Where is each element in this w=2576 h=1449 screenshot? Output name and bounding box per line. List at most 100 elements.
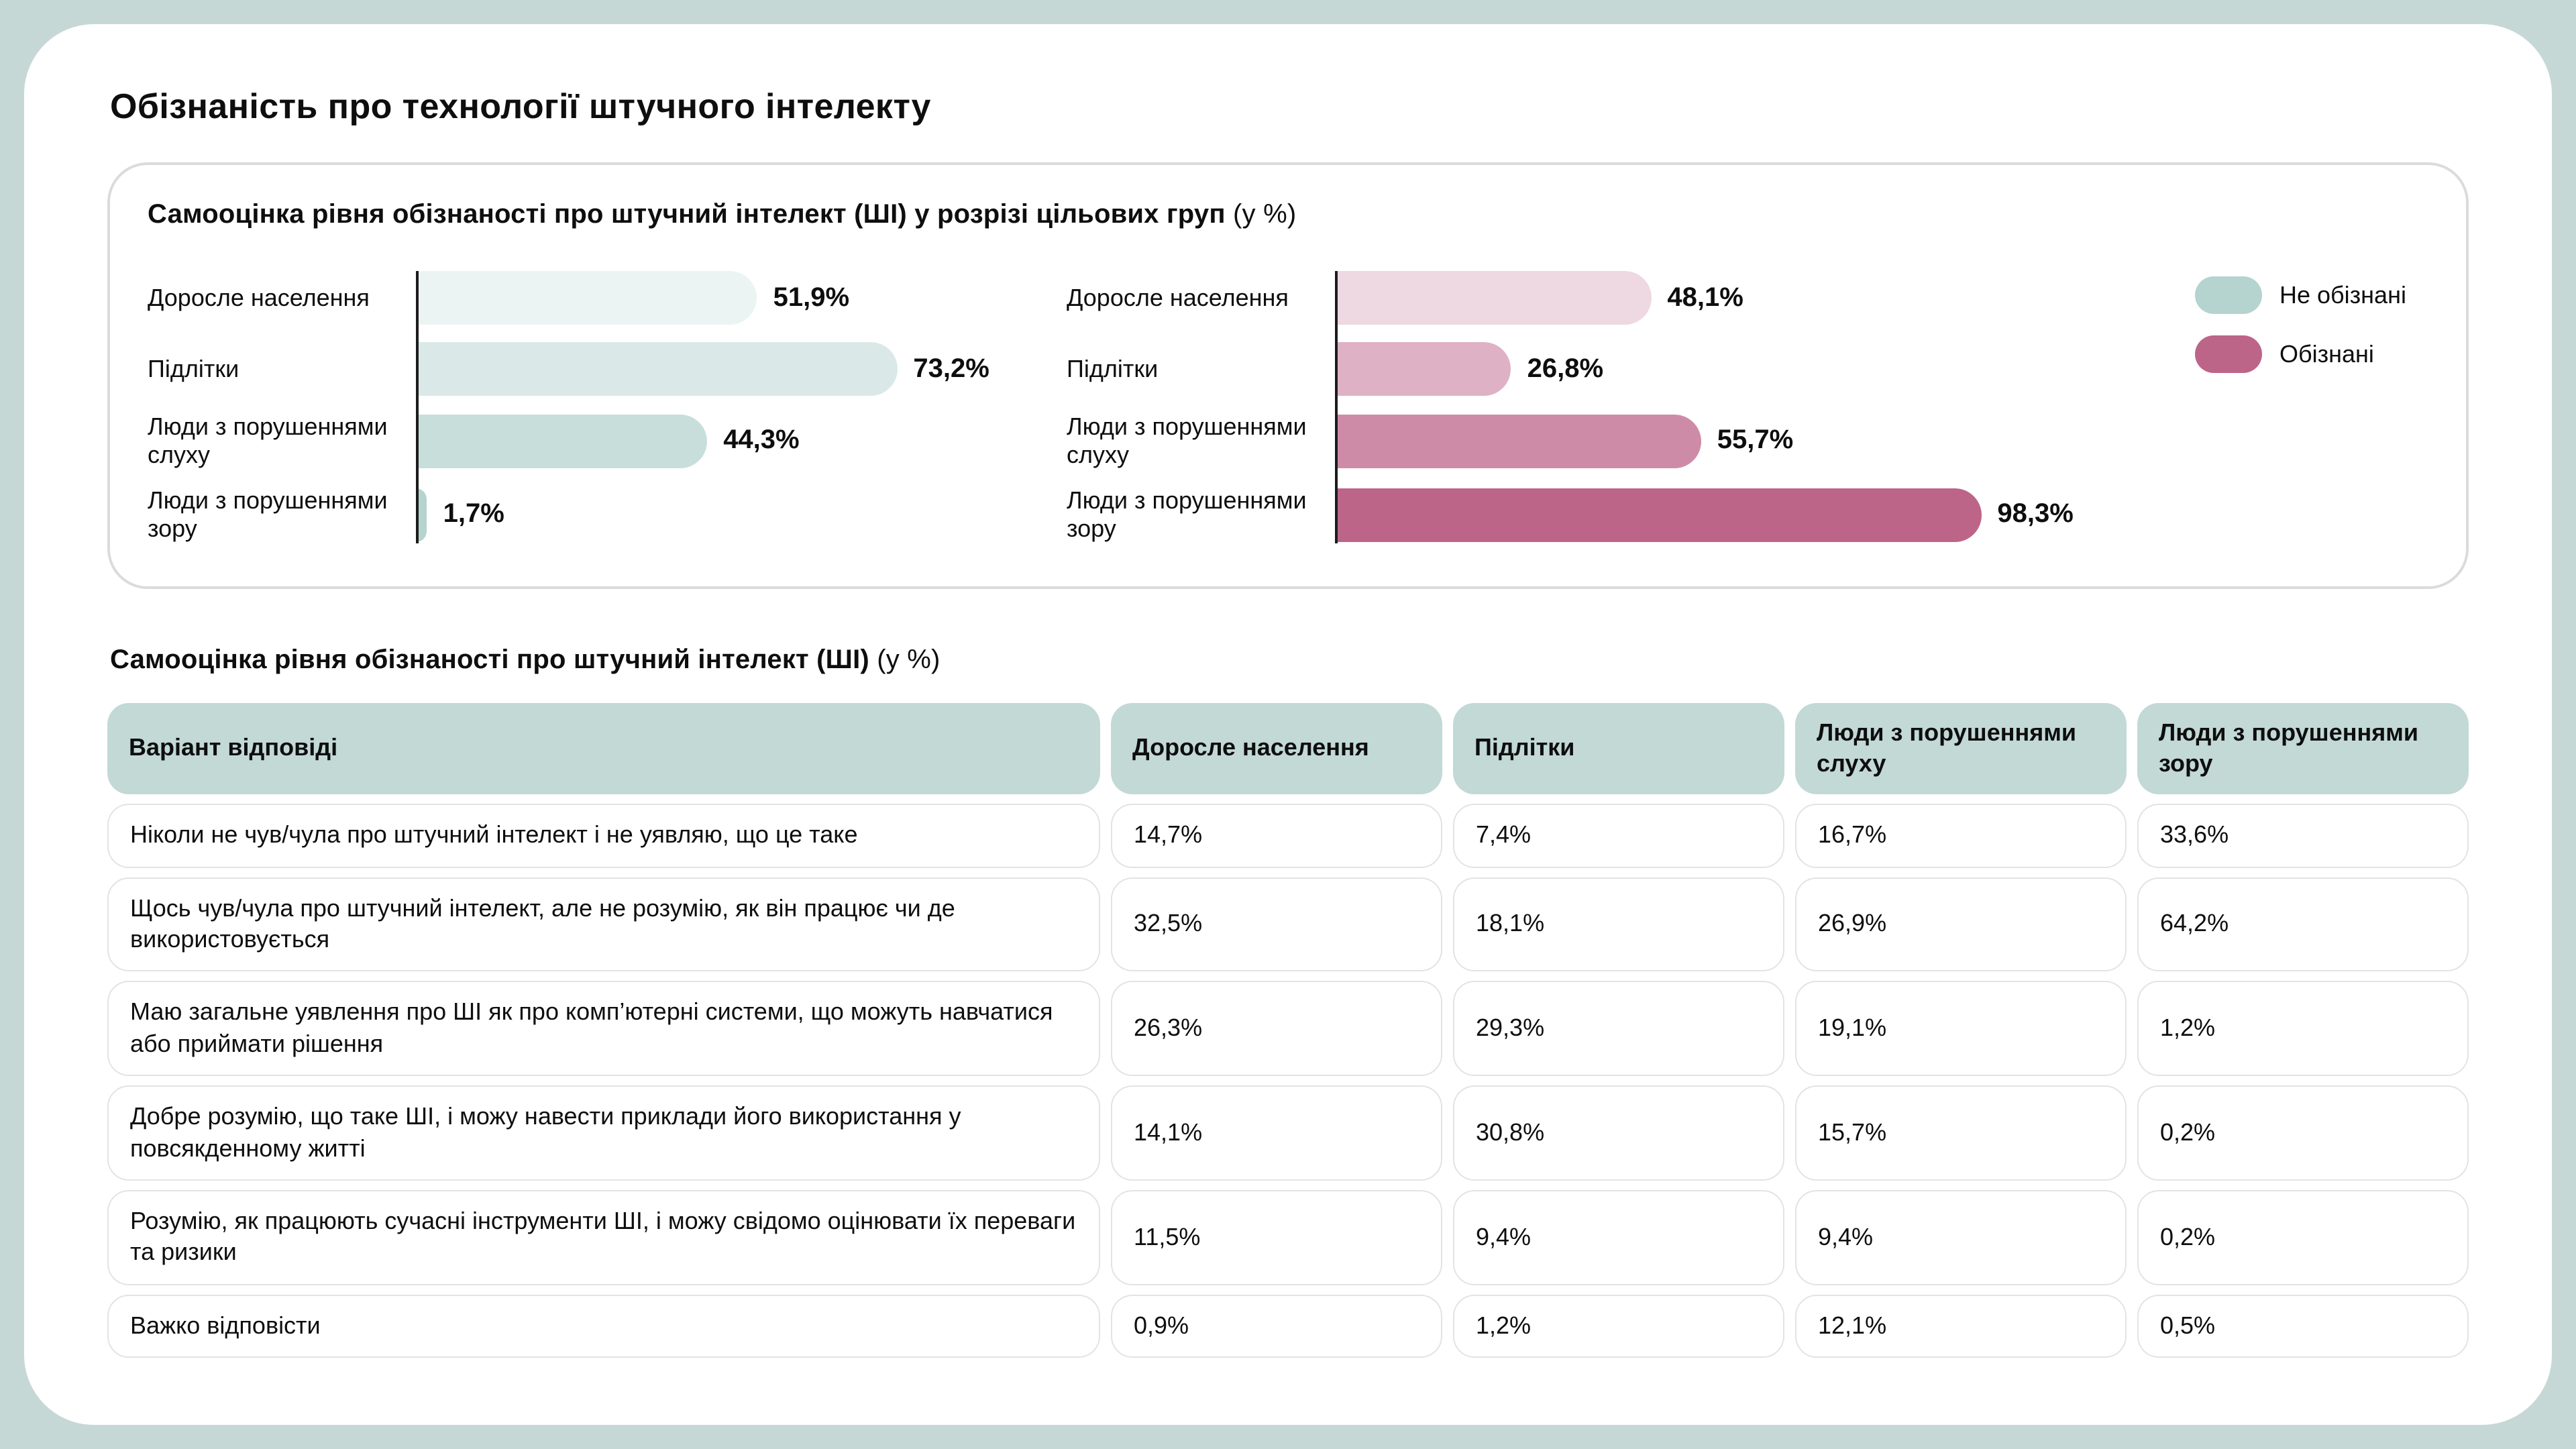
table-cell-value: 1,2% (1453, 1294, 1784, 1358)
table-cell-answer: Маю загальне уявлення про ШІ як про комп… (107, 981, 1100, 1077)
chart-row: Люди з порушеннями слуху 44,3% (148, 413, 1053, 470)
table-cell-value: 9,4% (1795, 1190, 2127, 1285)
table-cell-value: 32,5% (1111, 877, 1442, 972)
bar-Обізнані (1335, 488, 1982, 542)
chart-row: Люди з порушеннями слуху 55,7% (1067, 413, 2127, 470)
bar-track: 98,3% (1335, 488, 2127, 542)
chart-row: Люди з порушеннями зору 98,3% (1067, 487, 2127, 543)
category-label: Доросле населення (148, 284, 370, 311)
table-row: Щось чув/чула про штучний інтелект, але … (107, 877, 2469, 972)
chart-legend: Не обізнані Обізнані (2195, 271, 2426, 373)
bar-track: 1,7% (416, 488, 1053, 542)
legend-item: Не обізнані (2195, 276, 2426, 314)
table-title: Самооцінка рівня обізнаності про штучний… (110, 645, 2469, 676)
category-label: Підлітки (148, 355, 239, 382)
bar-track: 26,8% (1335, 342, 2127, 396)
bar-value-label: 51,9% (773, 282, 850, 312)
table-header-cell: Доросле населення (1111, 702, 1442, 795)
chart-axis-line (1335, 271, 1338, 543)
bar-Не обізнані (416, 271, 757, 325)
category-label: Люди з порушеннями слуху (148, 413, 388, 468)
bar-value-label: 1,7% (443, 499, 504, 529)
bar-value-label: 55,7% (1717, 425, 1794, 455)
data-table: Варіант відповіді Доросле населення Підліт… (107, 702, 2469, 1358)
bar-track: 48,1% (1335, 271, 2127, 325)
table-cell-value: 30,8% (1453, 1085, 1784, 1181)
table-header-cell: Люди з порушеннями слуху (1795, 702, 2127, 795)
chart-row: Підлітки 73,2% (148, 342, 1053, 396)
table-cell-value: 64,2% (2137, 877, 2469, 972)
table-cell-value: 9,4% (1453, 1190, 1784, 1285)
chart-card: Самооцінка рівня обізнаності про штучний… (107, 162, 2469, 588)
table-cell-value: 29,3% (1453, 981, 1784, 1077)
chart-row: Люди з порушеннями зору 1,7% (148, 487, 1053, 543)
table-cell-value: 18,1% (1453, 877, 1784, 972)
category-label: Люди з порушеннями зору (148, 486, 388, 542)
table-row: Важко відповісти 0,9% 1,2% 12,1% 0,5% (107, 1294, 2469, 1358)
table-cell-answer: Важко відповісти (107, 1294, 1100, 1358)
table-header-cell: Підлітки (1453, 702, 1784, 795)
category-label: Люди з порушеннями слуху (1067, 413, 1307, 468)
table-row: Маю загальне уявлення про ШІ як про комп… (107, 981, 2469, 1077)
table-title-main: Самооцінка рівня обізнаності про штучний… (110, 645, 869, 674)
table-cell-answer: Розумію, як працюють сучасні інструменти… (107, 1190, 1100, 1285)
legend-swatch (2195, 335, 2262, 373)
legend-label: Обізнані (2279, 340, 2374, 367)
page-title: Обізнаність про технології штучного інте… (110, 86, 931, 126)
bar-value-label: 48,1% (1667, 282, 1743, 312)
bar-Обізнані (1335, 414, 1701, 468)
table-cell-value: 11,5% (1111, 1190, 1442, 1285)
table-header-row: Варіант відповіді Доросле населення Підліт… (107, 702, 2469, 795)
bar-track: 73,2% (416, 342, 1053, 396)
table-title-unit: (у %) (869, 645, 941, 674)
table-header-cell: Варіант відповіді (107, 702, 1100, 795)
legend-label: Не обізнані (2279, 281, 2406, 308)
bar-Не обізнані (416, 414, 708, 468)
bar-value-label: 44,3% (723, 425, 800, 455)
legend-item: Обізнані (2195, 335, 2426, 373)
bar-value-label: 73,2% (913, 354, 989, 383)
bar-Не обізнані (416, 342, 898, 396)
table-row: Добре розумію, що таке ШІ, і можу навест… (107, 1085, 2469, 1181)
table-cell-value: 26,9% (1795, 877, 2127, 972)
chart-row: Доросле населення 48,1% (1067, 271, 2127, 325)
chart-card-title-unit: (у %) (1225, 200, 1297, 229)
chart-row: Доросле населення 51,9% (148, 271, 1053, 325)
table-cell-value: 19,1% (1795, 981, 2127, 1077)
bar-track: 55,7% (1335, 414, 2127, 468)
table-cell-answer: Щось чув/чула про штучний інтелект, але … (107, 877, 1100, 972)
table-cell-answer: Ніколи не чув/чула про штучний інтелект … (107, 804, 1100, 868)
content-sheet: Обізнаність про технології штучного інте… (24, 24, 2552, 1425)
table-cell-value: 0,2% (2137, 1190, 2469, 1285)
table-cell-value: 33,6% (2137, 804, 2469, 868)
bar-track: 51,9% (416, 271, 1053, 325)
chart-aware: Доросле населення 48,1% Підлітки 26,8% Люди … (1067, 271, 2127, 543)
bar-Не обізнані (416, 488, 427, 542)
legend-swatch (2195, 276, 2262, 314)
table-row: Розумію, як працюють сучасні інструменти… (107, 1190, 2469, 1285)
table-cell-value: 7,4% (1453, 804, 1784, 868)
table-row: Ніколи не чув/чула про штучний інтелект … (107, 804, 2469, 868)
table-cell-answer: Добре розумію, що таке ШІ, і можу навест… (107, 1085, 1100, 1181)
chart-not-aware: Доросле населення 51,9% Підлітки 73,2% Люди … (148, 271, 1053, 543)
chart-row: Підлітки 26,8% (1067, 342, 2127, 396)
table-cell-value: 16,7% (1795, 804, 2127, 868)
table-cell-value: 0,9% (1111, 1294, 1442, 1358)
bar-value-label: 98,3% (1997, 499, 2074, 529)
category-label: Доросле населення (1067, 284, 1289, 311)
table-cell-value: 0,5% (2137, 1294, 2469, 1358)
category-label: Підлітки (1067, 355, 1159, 382)
bar-value-label: 26,8% (1527, 354, 1604, 383)
category-label: Люди з порушеннями зору (1067, 486, 1307, 542)
chart-card-title: Самооцінка рівня обізнаності про штучний… (148, 200, 2426, 231)
chart-card-title-main: Самооцінка рівня обізнаності про штучний… (148, 200, 1226, 229)
table-cell-value: 0,2% (2137, 1085, 2469, 1181)
table-cell-value: 14,1% (1111, 1085, 1442, 1181)
bar-track: 44,3% (416, 414, 1053, 468)
table-header-cell: Люди з порушеннями зору (2137, 702, 2469, 795)
bar-Обізнані (1335, 342, 1511, 396)
table-cell-value: 15,7% (1795, 1085, 2127, 1181)
chart-axis-line (416, 271, 419, 543)
table-cell-value: 14,7% (1111, 804, 1442, 868)
